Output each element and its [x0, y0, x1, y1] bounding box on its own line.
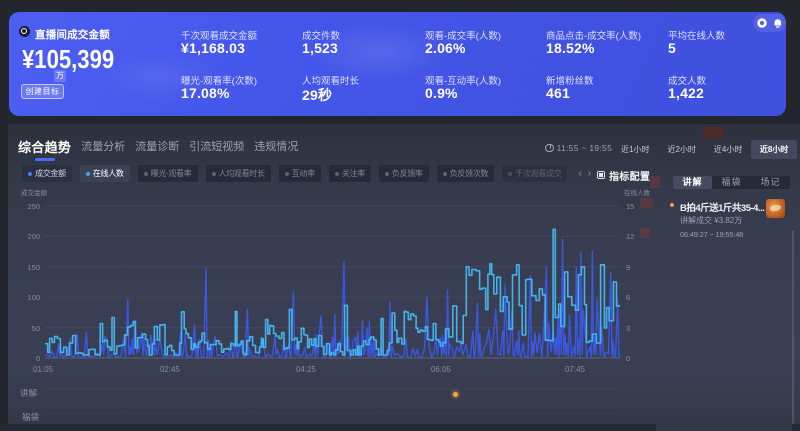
svg-text:0: 0: [36, 354, 40, 363]
svg-text:06:05: 06:05: [431, 365, 452, 374]
svg-text:9: 9: [626, 263, 630, 272]
svg-text:01:05: 01:05: [33, 365, 54, 374]
svg-text:100: 100: [27, 293, 40, 302]
svg-text:250: 250: [27, 202, 40, 211]
svg-text:3: 3: [626, 324, 630, 333]
svg-text:02:45: 02:45: [160, 365, 181, 374]
svg-text:150: 150: [27, 263, 40, 272]
svg-text:07:45: 07:45: [565, 365, 586, 374]
svg-text:6: 6: [626, 293, 630, 302]
svg-text:15: 15: [626, 202, 634, 211]
svg-text:0: 0: [626, 354, 630, 363]
svg-text:50: 50: [32, 324, 40, 333]
svg-text:在线人数: 在线人数: [624, 188, 651, 197]
svg-text:12: 12: [626, 232, 634, 241]
svg-text:200: 200: [27, 232, 40, 241]
svg-text:成交金额: 成交金额: [21, 188, 48, 197]
svg-text:04:25: 04:25: [296, 365, 317, 374]
